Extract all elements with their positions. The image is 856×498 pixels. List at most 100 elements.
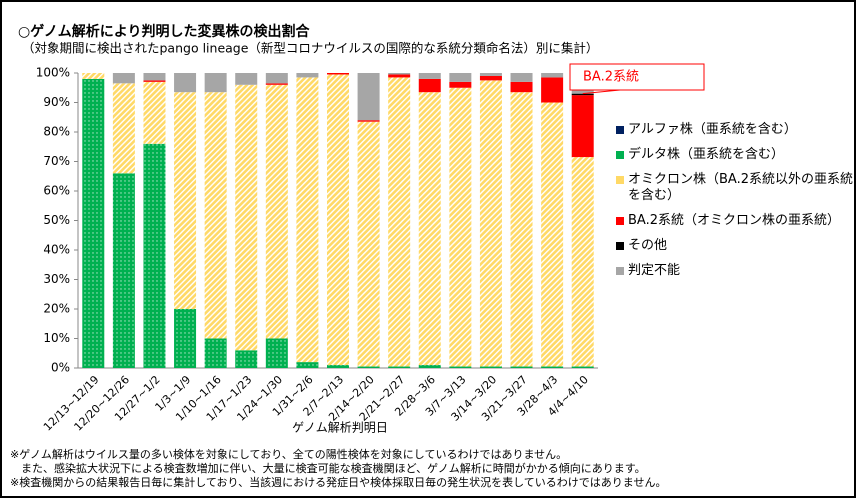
y-tick-label: 60% (43, 184, 70, 198)
bar-segment (174, 73, 197, 93)
bar-segment (235, 73, 258, 85)
bar-segment (204, 73, 227, 93)
legend-label: デルタ株（亜系統を含む） (628, 147, 785, 162)
bar-segment (571, 157, 594, 367)
bar-segment (510, 73, 533, 82)
y-tick-label: 20% (43, 302, 70, 316)
y-tick-label: 40% (43, 243, 70, 257)
x-axis-label: ゲノム解析判明日 (292, 421, 388, 435)
bar-segment (418, 365, 441, 368)
bar-segment (418, 73, 441, 79)
bar-segment (541, 366, 564, 368)
bar-segment (449, 366, 472, 368)
legend-item: その他 (614, 238, 854, 254)
legend-item: オミクロン株（BA.2系統以外の亜系統を含む） (614, 172, 854, 204)
bar-segment (174, 92, 197, 309)
bar-segment (479, 366, 502, 368)
y-tick-label: 70% (43, 154, 70, 168)
y-tick-label: 80% (43, 125, 70, 139)
legend-swatch (616, 126, 624, 134)
bar-segment (571, 93, 594, 96)
legend-label: 判定不能 (628, 263, 681, 278)
y-tick-label: 50% (43, 213, 70, 227)
bar-segment (265, 84, 288, 339)
bar-segment (82, 78, 105, 369)
legend-label: アルファ株（亜系統を含む） (628, 122, 797, 137)
bar-segment (479, 75, 502, 81)
bar-segment (204, 338, 227, 368)
bar-segment (143, 81, 166, 144)
bar-segment (510, 92, 533, 367)
bar-segment (296, 77, 319, 363)
bar-segment (357, 73, 380, 121)
y-tick-label: 90% (43, 95, 70, 109)
legend-label: オミクロン株（BA.2系統以外の亜系統を含む） (628, 172, 853, 203)
bar-segment (449, 73, 472, 82)
bar-segment (174, 309, 197, 368)
bar-segment (357, 121, 380, 367)
chart-subtitle: （対象期間に検出されたpango lineage（新型コロナウイルスの国際的な系… (22, 41, 598, 56)
bar-segment (479, 80, 502, 367)
bar-segment (143, 73, 166, 81)
bar-segment (265, 83, 288, 85)
legend-item: デルタ株（亜系統を含む） (614, 147, 854, 163)
legend-item: 判定不能 (614, 263, 854, 279)
bar-segment (112, 73, 135, 84)
bar-segment (571, 95, 594, 158)
bar-segment (541, 73, 564, 78)
bar-segment (265, 338, 288, 368)
y-tick-label: 30% (43, 272, 70, 286)
bar-segment (388, 73, 411, 75)
bar-segment (357, 366, 380, 368)
legend-swatch (616, 267, 624, 275)
chart-title: ○ゲノム解析により判明した変異株の検出割合 (18, 23, 311, 40)
y-tick-label: 100% (36, 66, 70, 80)
legend: アルファ株（亜系統を含む） デルタ株（亜系統を含む） オミクロン株（BA.2系統以外… (614, 122, 854, 288)
legend-label: BA.2系統（オミクロン株の亜系統） (628, 213, 840, 228)
legend-item: アルファ株（亜系統を含む） (614, 122, 854, 138)
bar-segment (143, 80, 166, 82)
annotation: BA.2系統 (583, 70, 639, 85)
bar-segment (235, 350, 258, 368)
note: ※検査機関からの結果報告日毎に集計しており、当該週における発症日や検体採取日毎の… (10, 475, 666, 489)
bar-segment (296, 362, 319, 368)
bar-segment (112, 83, 135, 174)
legend-swatch (616, 176, 624, 184)
bar-segment (357, 120, 380, 122)
bar-segment (418, 92, 441, 366)
annotation-leader (582, 89, 621, 95)
legend-item: BA.2系統（オミクロン株の亜系統） (614, 213, 854, 229)
bar-segment (296, 73, 319, 78)
note: また、感染拡大状況下による検査数増加に伴い、大量に検査可能な検査機関ほど、ゲノム… (10, 461, 646, 475)
legend-swatch (616, 217, 624, 225)
bar-segment (449, 81, 472, 88)
bar-segment (265, 73, 288, 84)
bar-segment (571, 366, 594, 368)
bar-segment (418, 78, 441, 93)
bar-segment (510, 366, 533, 368)
bar-segment (235, 84, 258, 351)
annotation-box (569, 63, 705, 91)
bar-segment (112, 173, 135, 368)
bar-segment (327, 73, 349, 75)
bar-segment (327, 74, 349, 366)
bar-segment (143, 143, 166, 368)
bar-segment (327, 365, 349, 368)
legend-label: その他 (628, 238, 668, 253)
bar-segment (479, 73, 502, 76)
bar-segment (541, 102, 564, 367)
y-tick-label: 10% (43, 331, 70, 345)
bar-segment (449, 87, 472, 367)
legend-swatch (616, 151, 624, 159)
bar-segment (388, 366, 411, 368)
bar-segment (82, 73, 105, 79)
note: ※ゲノム解析はウイルス量の多い検体を対象にしており、全ての陽性検体を対象にしてい… (10, 447, 567, 461)
legend-swatch (616, 242, 624, 250)
bar-segment (510, 81, 533, 93)
bar-segment (388, 74, 411, 78)
bar-segment (388, 77, 411, 367)
bar-segment (541, 77, 564, 103)
